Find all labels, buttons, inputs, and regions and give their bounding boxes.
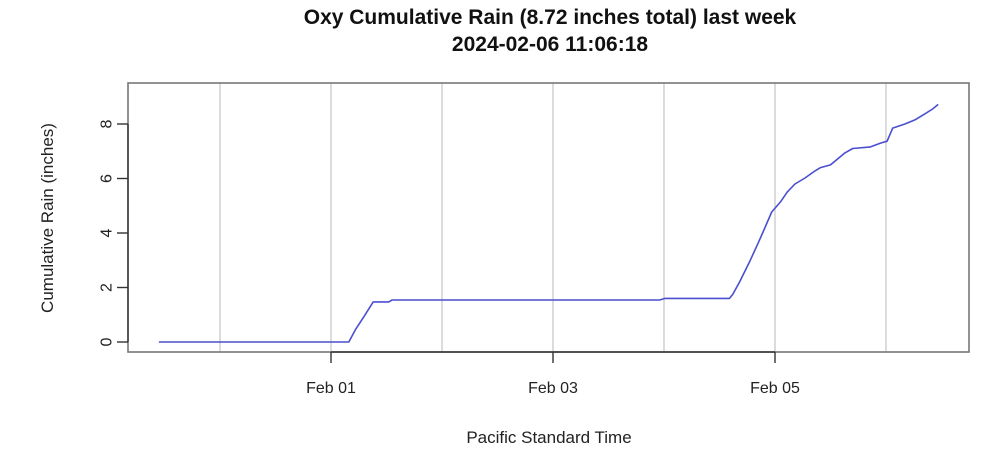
y-tick-label: 2 (99, 283, 116, 292)
x-tick-label: Feb 05 (750, 380, 800, 397)
y-tick-label: 6 (99, 174, 116, 183)
y-axis: 0 2 4 6 8 (99, 119, 129, 346)
y-tick-label: 4 (99, 228, 116, 237)
x-axis-label: Pacific Standard Time (466, 428, 632, 447)
gridlines (219, 83, 887, 352)
x-tick-label: Feb 03 (528, 380, 578, 397)
y-axis-label: Cumulative Rain (inches) (38, 123, 57, 313)
plot-area-border (127, 82, 970, 353)
y-tick-label: 8 (99, 119, 116, 128)
y-tick-label: 0 (99, 337, 116, 346)
cumulative-rain-line (158, 103, 939, 343)
chart-title: Oxy Cumulative Rain (8.72 inches total) … (303, 6, 797, 29)
x-tick-label: Feb 01 (306, 380, 356, 397)
chart-subtitle-timestamp: 2024-02-06 11:06:18 (451, 33, 649, 56)
x-axis: Feb 01 Feb 03 Feb 05 (306, 351, 800, 397)
